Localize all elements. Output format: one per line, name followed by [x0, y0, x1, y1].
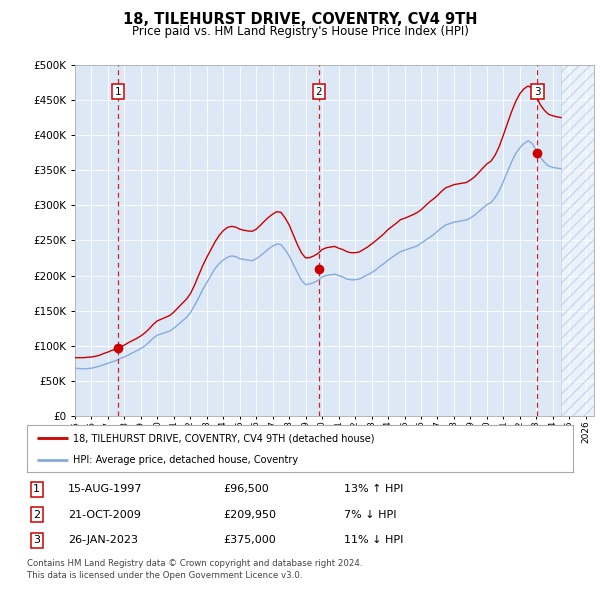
Text: 3: 3 [34, 535, 40, 545]
Bar [561, 65, 594, 416]
Text: 3: 3 [534, 87, 541, 97]
Text: 21-OCT-2009: 21-OCT-2009 [68, 510, 141, 520]
Text: 15-AUG-1997: 15-AUG-1997 [68, 484, 142, 494]
Text: 18, TILEHURST DRIVE, COVENTRY, CV4 9TH (detached house): 18, TILEHURST DRIVE, COVENTRY, CV4 9TH (… [73, 433, 375, 443]
Text: This data is licensed under the Open Government Licence v3.0.: This data is licensed under the Open Gov… [27, 571, 302, 579]
Text: 7% ↓ HPI: 7% ↓ HPI [344, 510, 396, 520]
Text: 2: 2 [33, 510, 40, 520]
Text: 11% ↓ HPI: 11% ↓ HPI [344, 535, 403, 545]
Text: £96,500: £96,500 [224, 484, 269, 494]
Text: 13% ↑ HPI: 13% ↑ HPI [344, 484, 403, 494]
Text: 26-JAN-2023: 26-JAN-2023 [68, 535, 138, 545]
Text: Contains HM Land Registry data © Crown copyright and database right 2024.: Contains HM Land Registry data © Crown c… [27, 559, 362, 568]
Text: 1: 1 [34, 484, 40, 494]
Text: 2: 2 [316, 87, 322, 97]
Text: Price paid vs. HM Land Registry's House Price Index (HPI): Price paid vs. HM Land Registry's House … [131, 25, 469, 38]
Text: 18, TILEHURST DRIVE, COVENTRY, CV4 9TH: 18, TILEHURST DRIVE, COVENTRY, CV4 9TH [123, 12, 477, 27]
Text: £209,950: £209,950 [224, 510, 277, 520]
Text: £375,000: £375,000 [224, 535, 277, 545]
Text: 1: 1 [115, 87, 121, 97]
Text: HPI: Average price, detached house, Coventry: HPI: Average price, detached house, Cove… [73, 455, 299, 465]
